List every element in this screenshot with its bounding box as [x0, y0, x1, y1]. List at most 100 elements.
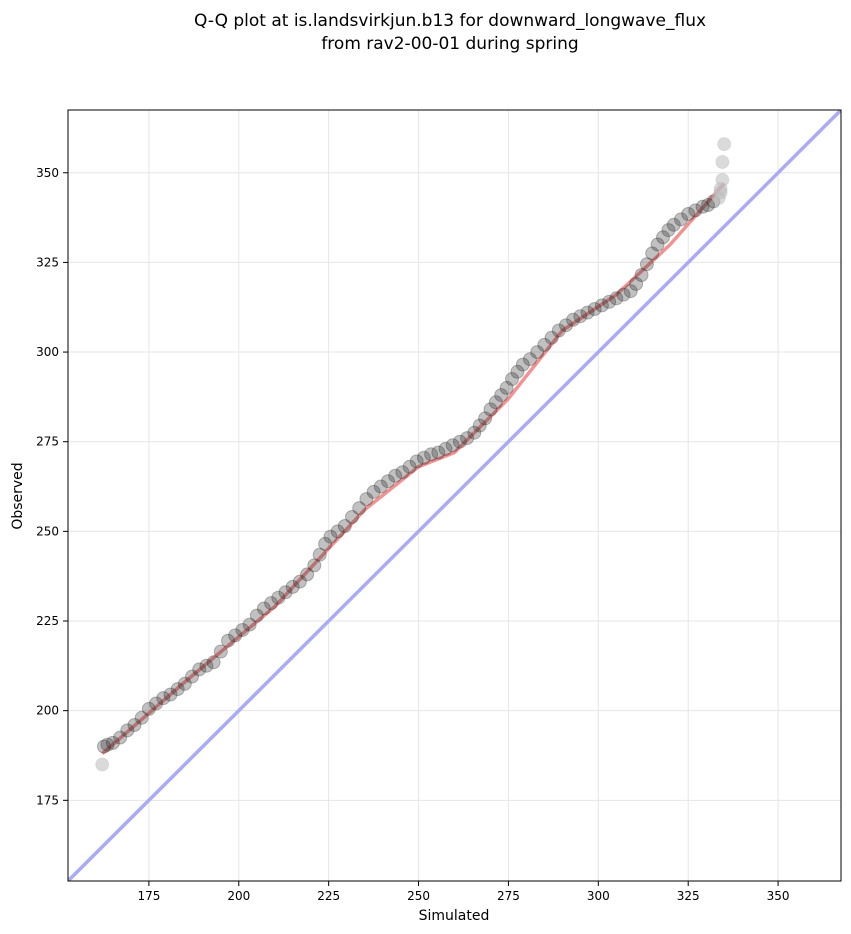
data-point [551, 323, 566, 338]
chart-title-line-1: Q-Q plot at is.landsvirkjun.b13 for down… [194, 11, 706, 31]
data-point [185, 669, 199, 684]
data-point [488, 395, 503, 410]
data-point [701, 198, 715, 212]
data-point [134, 710, 149, 725]
axes [67, 109, 842, 882]
data-point [192, 662, 207, 677]
data-point [141, 701, 156, 716]
data-point [156, 691, 171, 706]
data-point [634, 268, 649, 282]
data-point [352, 501, 367, 516]
data-point [717, 137, 732, 152]
y-tick-label: 225 [36, 614, 59, 628]
data-point [431, 445, 446, 460]
data-point [715, 172, 730, 187]
y-tick-label: 350 [36, 166, 59, 180]
x-tick-label: 225 [317, 889, 340, 903]
reference-line-series [68, 110, 841, 881]
data-point [424, 447, 439, 462]
ticks: 175 200 225 250 275 300 325 350 175 200 225 250 275 3… [36, 166, 789, 903]
data-point [602, 294, 617, 309]
data-point [559, 318, 573, 333]
data-point [666, 217, 681, 232]
data-point [472, 418, 487, 433]
data-point [278, 585, 293, 600]
data-point [639, 257, 654, 272]
data-point [127, 718, 142, 732]
data-point [366, 484, 381, 499]
data-point [373, 479, 388, 494]
data-point [523, 352, 537, 367]
data-point [395, 465, 410, 480]
data-point [594, 298, 609, 313]
data-point [573, 309, 588, 324]
data-point [467, 425, 482, 440]
data-point [478, 411, 493, 426]
data-point [616, 287, 631, 302]
data-point [345, 510, 359, 524]
data-point [681, 207, 696, 221]
data-point [292, 574, 307, 589]
data-point [445, 438, 460, 453]
data-point [221, 633, 235, 648]
data-point [499, 380, 514, 395]
data-point [271, 590, 286, 605]
x-tick-label: 175 [137, 889, 160, 903]
data-point [177, 676, 192, 691]
data-point [264, 596, 279, 611]
data-point [544, 330, 559, 345]
data-point [170, 682, 185, 697]
x-tick-label: 350 [767, 889, 790, 903]
data-point [483, 402, 498, 417]
data-point [438, 441, 453, 456]
data-point [149, 696, 164, 711]
y-tick-label: 275 [36, 435, 59, 449]
data-point [715, 155, 730, 169]
data-point [206, 655, 221, 670]
data-point [695, 199, 710, 214]
data-point [645, 246, 660, 261]
data-point [452, 434, 467, 449]
data-point [416, 450, 431, 465]
data-point [661, 223, 676, 238]
data-point [228, 628, 243, 643]
x-tick-label: 325 [677, 889, 700, 903]
data-point [235, 623, 250, 637]
data-point [285, 579, 300, 594]
data-point [300, 567, 315, 582]
data-point [650, 237, 665, 252]
data-point [100, 737, 115, 752]
data-point [199, 658, 214, 673]
data-point [213, 644, 228, 659]
data-point [515, 357, 530, 372]
fit-line-series [101, 182, 726, 756]
data-point [163, 687, 178, 702]
data-point [120, 723, 135, 738]
data-point [409, 454, 424, 469]
data-point [460, 431, 475, 446]
axes-frame [67, 109, 842, 882]
y-tick-label: 175 [36, 793, 59, 807]
y-axis-label: Observed [10, 462, 26, 529]
data-point [242, 617, 257, 632]
data-point [674, 212, 688, 227]
x-tick-label: 300 [587, 889, 610, 903]
data-point [505, 372, 519, 386]
data-point [359, 492, 374, 507]
y-tick-label: 250 [36, 524, 59, 538]
data-point [381, 474, 395, 489]
data-point [307, 558, 322, 573]
data-point [629, 276, 644, 291]
y-tick-label: 325 [36, 255, 59, 269]
data-point [580, 305, 595, 320]
data-point [566, 312, 581, 327]
data-point [249, 608, 264, 623]
data-point [623, 284, 638, 299]
data-point [494, 388, 509, 403]
data-point [95, 757, 110, 772]
data-point [656, 230, 670, 245]
data-point [312, 547, 327, 562]
data-point [402, 459, 417, 474]
